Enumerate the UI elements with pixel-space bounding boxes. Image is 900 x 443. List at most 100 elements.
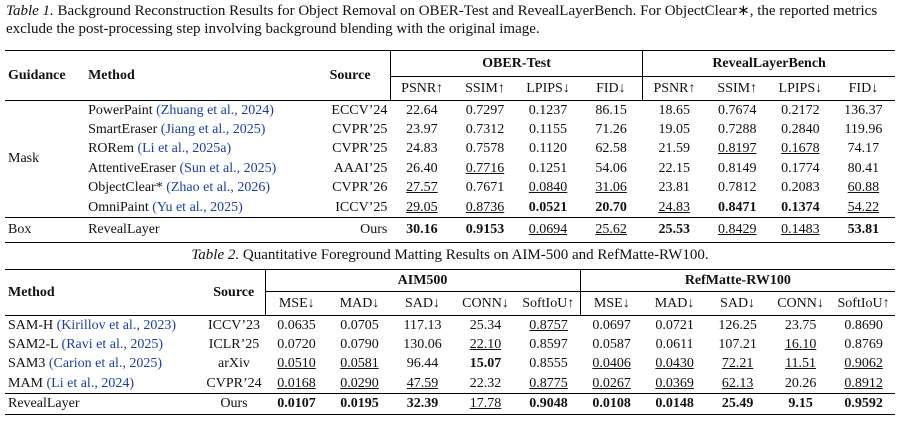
value-cell: 0.8197 [718,141,757,157]
caption-label: Table 2. [191,247,240,263]
value-cell: 0.0406 [592,356,631,372]
citation: (Li et al., 2024) [46,375,134,391]
metric-header: PSNR↑ [642,76,706,101]
value-cell: 0.8769 [844,336,883,352]
data-row: SmartEraser (Jiang et al., 2025) CVPR’25 2… [5,120,895,140]
method-cell: OmniPaint (Yu et al., 2025) [85,198,310,218]
value-cell: 126.25 [718,317,757,333]
method-cell: SAM2-L (Ravi et al., 2025) [5,335,203,355]
value-cell: 0.7297 [465,102,505,118]
value-cell: 18.65 [658,102,690,118]
value-cell: 0.8555 [529,356,568,372]
value-cell: 119.96 [844,121,883,137]
method: RevealLayer [88,222,160,237]
value-cell: 22.64 [406,102,438,118]
value-cell: 0.8471 [718,199,757,215]
value-cell: 0.0168 [277,375,316,391]
value-cell: 11.51 [785,356,817,372]
metric-header: CONN↓ [769,291,833,316]
value-cell: 0.0790 [340,336,379,352]
value-cell: 9.15 [769,393,833,415]
caption-text: Background Reconstruction Results for Ob… [6,3,878,37]
value-cell: 72.21 [721,356,754,372]
metric-header: SoftIoU↑ [517,291,581,316]
source: CVPR’25 [332,141,388,157]
value-cell: 86.15 [595,102,627,118]
data-row: RevealLayer Ours 0.0107 0.0195 32.39 17.78 0.9… [5,393,896,415]
citation: (Sun et al., 2025) [179,160,277,176]
source: arXiv [218,356,250,372]
value-cell: 0.0369 [655,375,694,391]
value-cell: 0.0148 [643,393,707,415]
value-cell: 27.57 [406,180,438,196]
metric-header: MAD↓ [643,291,707,316]
value-cell: 24.83 [658,199,690,215]
metric-header: MAD↓ [328,291,391,316]
value-cell: 0.0720 [277,336,316,352]
method-cell: RevealLayer [85,217,311,243]
source: ICLR’25 [208,336,260,352]
column-header: Method [85,50,311,101]
value-cell: 0.7812 [718,180,757,196]
data-row: SAM3 (Carion et al., 2025) arXiv 0.0510 0.0… [5,355,895,375]
method: AttentiveEraser [88,160,176,176]
metric-header: FID↓ [579,76,643,101]
guidance: Box [5,217,86,243]
value-cell: 32.39 [391,393,454,415]
metric-row: MSE↓ MAD↓ SAD↓ CONN↓ SoftIoU↑ MSE↓ MAD↓ SAD↓ CON… [5,291,896,316]
method: SAM-H [8,317,54,333]
value-cell: 0.0611 [655,336,694,352]
group-header: AIM500 [264,269,581,292]
value-cell: 0.9153 [453,217,517,243]
value-cell: 0.0108 [580,393,644,415]
value-cell: 26.40 [406,160,438,176]
method: ObjectClear* [88,180,163,196]
value-cell: 0.2172 [781,102,820,118]
metric-header: SAD↓ [706,291,770,316]
table2-caption: Table 2. Quantitative Foreground Matting… [0,247,900,264]
metric-header: MSE↓ [264,291,328,316]
value-cell: 23.81 [658,180,690,196]
value-cell: 0.8597 [529,336,568,352]
value-cell: 22.15 [658,160,690,176]
value-cell: 47.59 [406,375,439,391]
value-cell: 0.0107 [265,393,328,415]
metric-header: SSIM↑ [453,76,517,101]
value-cell: 15.07 [469,356,502,372]
value-cell: 0.7578 [465,141,505,157]
value-cell: 0.1155 [529,121,568,137]
value-cell: 0.1678 [781,141,820,157]
value-cell: 0.7716 [465,160,505,176]
table1: Guidance Method Source OBER-Test RevealLayer… [5,50,895,243]
method: RORem [88,141,134,157]
value-cell: 0.9592 [832,393,896,415]
source: Ours [203,393,265,415]
data-row: OmniPaint (Yu et al., 2025) ICCV’25 29.05 0… [5,198,895,218]
value-cell: 0.8757 [529,317,568,333]
method-cell: MAM (Li et al., 2024) [5,374,203,394]
citation: (Ravi et al., 2025) [61,336,164,352]
metric-header: SoftIoU↑ [832,291,896,316]
value-cell: 0.0195 [328,393,391,415]
method: OmniPaint [88,199,149,215]
value-cell: 0.0581 [340,356,379,372]
value-cell: 0.7288 [718,121,757,137]
value-cell: 22.32 [469,375,502,391]
metric-header: LPIPS↓ [516,76,580,101]
source: ICCV’23 [207,317,261,333]
value-cell: 23.97 [406,121,438,137]
method-cell: SAM3 (Carion et al., 2025) [5,355,203,375]
source: ICCV’25 [335,199,388,215]
method-cell: SmartEraser (Jiang et al., 2025) [85,120,310,140]
data-row: RORem (Li et al., 2025a) CVPR’25 24.83 0.75… [5,140,895,160]
value-cell: 54.22 [847,199,880,215]
data-row: Mask PowerPaint (Zhuang et al., 2024) ECCV… [5,101,895,167]
value-cell: 0.0705 [340,317,379,333]
table1-caption: Table 1. Background Reconstruction Resul… [6,2,894,38]
guidance: Mask [8,151,40,166]
value-cell: 0.0721 [655,317,694,333]
value-cell: 0.0587 [592,336,631,352]
value-cell: 0.2840 [781,121,820,137]
value-cell: 136.37 [844,102,883,118]
